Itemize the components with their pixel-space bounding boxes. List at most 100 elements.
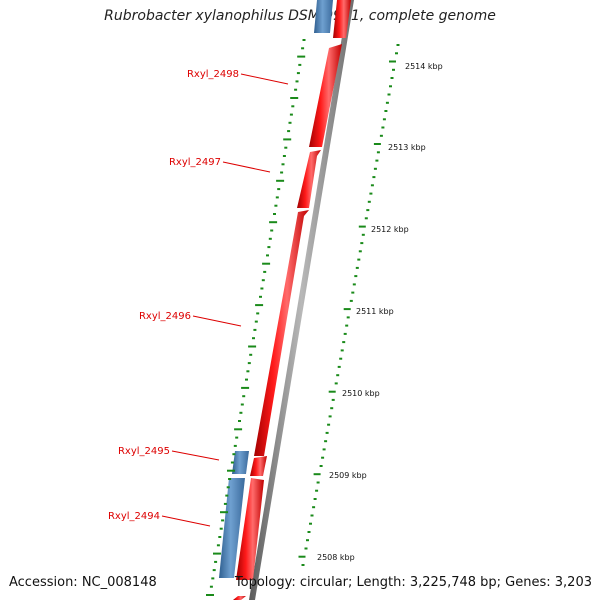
scale-minor-tick (339, 357, 343, 360)
gc-skew-mark (209, 585, 213, 588)
scale-minor-tick (366, 209, 370, 212)
gene-label[interactable]: Rxyl_2498 (187, 69, 239, 80)
scale-minor-tick (313, 498, 317, 500)
gc-skew-mark (225, 494, 229, 497)
gc-skew-mark (239, 411, 243, 414)
scale-minor-tick (367, 200, 371, 203)
scale-labels: 2514 kbp 2513 kbp 2512 kbp 2511 kbp 2510… (317, 62, 443, 562)
gc-skew-mark (240, 403, 244, 406)
scale-minor-tick (351, 291, 355, 294)
scale-minor-tick (337, 365, 341, 368)
gc-skew-mark (288, 121, 292, 124)
gc-skew-mark (218, 536, 222, 538)
scale-tick-label: 2513 kbp (388, 143, 426, 152)
scale-minor-tick (382, 118, 386, 121)
gc-skew-mark (238, 420, 241, 422)
gc-skew-mark (211, 577, 215, 580)
gene-arrow (250, 456, 267, 476)
scale-tick-label: 2508 kbp (317, 553, 355, 562)
gc-skew-mark (276, 179, 285, 182)
scale-minor-tick (373, 167, 377, 170)
gc-skew-mark (223, 502, 227, 505)
scale-minor-tick (389, 85, 392, 88)
scale-minor-tick (325, 431, 329, 434)
gc-skew-mark (263, 270, 267, 273)
leader-line-rxyl-2497 (222, 161, 271, 173)
gc-skew-mark (268, 237, 272, 240)
scale-minor-tick (375, 159, 379, 162)
gene-arrow (333, 0, 351, 38)
gc-skew-mark (267, 246, 271, 249)
scale-tick-label: 2509 kbp (329, 471, 367, 480)
leader-line-rxyl-2498 (240, 73, 289, 85)
gc-skew-mark (275, 196, 279, 199)
gc-skew-mark (277, 188, 281, 191)
scale-minor-tick (396, 44, 400, 46)
gene-arrow (254, 210, 309, 456)
scale-minor-tick (321, 456, 325, 459)
scale-minor-tick (392, 68, 395, 71)
scale-tick-track (298, 44, 400, 566)
gc-skew-mark (235, 436, 239, 439)
scale-minor-tick (354, 275, 358, 278)
scale-minor-tick (395, 52, 398, 55)
scale-minor-tick (301, 564, 305, 566)
gene-label[interactable]: Rxyl_2496 (139, 311, 191, 322)
gene-label[interactable]: Rxyl_2495 (118, 446, 170, 457)
gc-skew-mark (294, 88, 298, 91)
reverse-gene-segment (232, 451, 249, 474)
gc-skew-mark (297, 55, 306, 58)
gc-skew-mark (259, 295, 262, 298)
gene-arrow (233, 596, 246, 600)
scale-minor-tick (345, 324, 349, 327)
gc-skew-mark (220, 511, 228, 514)
gc-skew-mark (295, 80, 299, 83)
scale-minor-tick (390, 77, 394, 79)
scale-minor-tick (387, 93, 391, 96)
gc-skew-mark (290, 97, 299, 99)
gc-skew-mark (213, 552, 221, 555)
scale-major-tick (298, 555, 306, 558)
scale-minor-tick (322, 448, 326, 451)
scale-minor-tick (372, 176, 376, 179)
gene-arrow (236, 478, 264, 580)
scale-minor-tick (360, 242, 364, 245)
gc-skew-mark (296, 72, 300, 75)
scale-minor-tick (319, 465, 323, 467)
gene-label[interactable]: Rxyl_2494 (108, 511, 160, 522)
gc-skew-mark (291, 105, 295, 108)
gc-skew-mark (219, 527, 223, 530)
leader-line-rxyl-2496 (192, 315, 242, 327)
gene-label[interactable]: Rxyl_2497 (169, 157, 221, 168)
scale-minor-tick (376, 151, 380, 154)
gc-skew-mark (233, 444, 237, 447)
scale-minor-tick (309, 522, 312, 525)
gc-skew-mark (298, 63, 302, 66)
gc-skew-mark (289, 113, 293, 116)
scale-minor-tick (304, 547, 308, 550)
gc-skew-mark (249, 353, 253, 356)
scale-minor-tick (361, 233, 365, 236)
gc-skew-mark (282, 155, 286, 157)
gc-skew-mark (252, 337, 255, 340)
scale-minor-tick (306, 539, 309, 542)
gc-skew-mark (242, 395, 246, 398)
scale-minor-tick (330, 407, 334, 410)
gc-skew-mark (284, 146, 288, 149)
scale-minor-tick (357, 258, 361, 261)
scale-minor-tick (307, 531, 311, 533)
gc-skew-mark (260, 287, 264, 290)
gc-skew-mark (262, 262, 271, 265)
gc-skew-mark (248, 345, 257, 348)
scale-major-tick (373, 143, 381, 145)
gc-skew-mark (301, 47, 305, 50)
gc-skew-mark (232, 453, 236, 456)
gc-skew-mark (281, 163, 285, 166)
gc-skew-mark (266, 254, 269, 257)
gc-skew-mark (212, 569, 216, 572)
gc-skew-mark (246, 370, 250, 373)
gc-skew-mark (280, 171, 284, 174)
scale-minor-tick (385, 101, 389, 104)
gc-skew-mark (287, 130, 291, 133)
scale-minor-tick (358, 250, 362, 253)
